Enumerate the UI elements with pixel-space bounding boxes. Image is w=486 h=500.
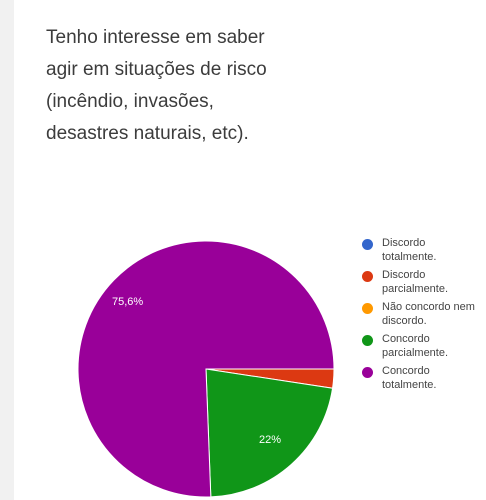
legend: Discordo totalmente. Discordo parcialmen… [360,236,486,396]
question-line: (incêndio, invasões, [46,91,214,112]
legend-swatch [362,239,373,250]
legend-label: Não concordo nem discordo. [382,301,475,327]
legend-swatch [362,303,373,314]
pie-slice [205,368,334,498]
legend-label: Discordo parcialmente. [382,269,449,295]
question-line: Tenho interesse em saber [46,27,265,48]
legend-item: Discordo parcialmente. [360,268,486,296]
legend-swatch [362,335,373,346]
question-line: desastres naturais, etc). [46,123,249,144]
legend-item: Não concordo nem discordo. [360,300,486,328]
legend-item: Discordo totalmente. [360,236,486,264]
legend-swatch [362,271,373,282]
left-border [0,0,14,500]
question-title: Tenho interesse em saber agir em situaçõ… [46,22,346,150]
question-line: agir em situações de risco [46,59,267,80]
legend-label: Discordo totalmente. [382,237,437,263]
pie-slice [77,240,335,498]
data-label-concordo-totalmente: 75,6% [112,296,143,308]
pie-slices [77,240,335,498]
legend-item: Concordo totalmente. [360,364,486,392]
legend-swatch [362,367,373,378]
legend-label: Concordo parcialmente. [382,333,449,359]
data-label-concordo-parcialmente: 22% [259,434,281,446]
legend-label: Concordo totalmente. [382,365,437,391]
legend-item: Concordo parcialmente. [360,332,486,360]
